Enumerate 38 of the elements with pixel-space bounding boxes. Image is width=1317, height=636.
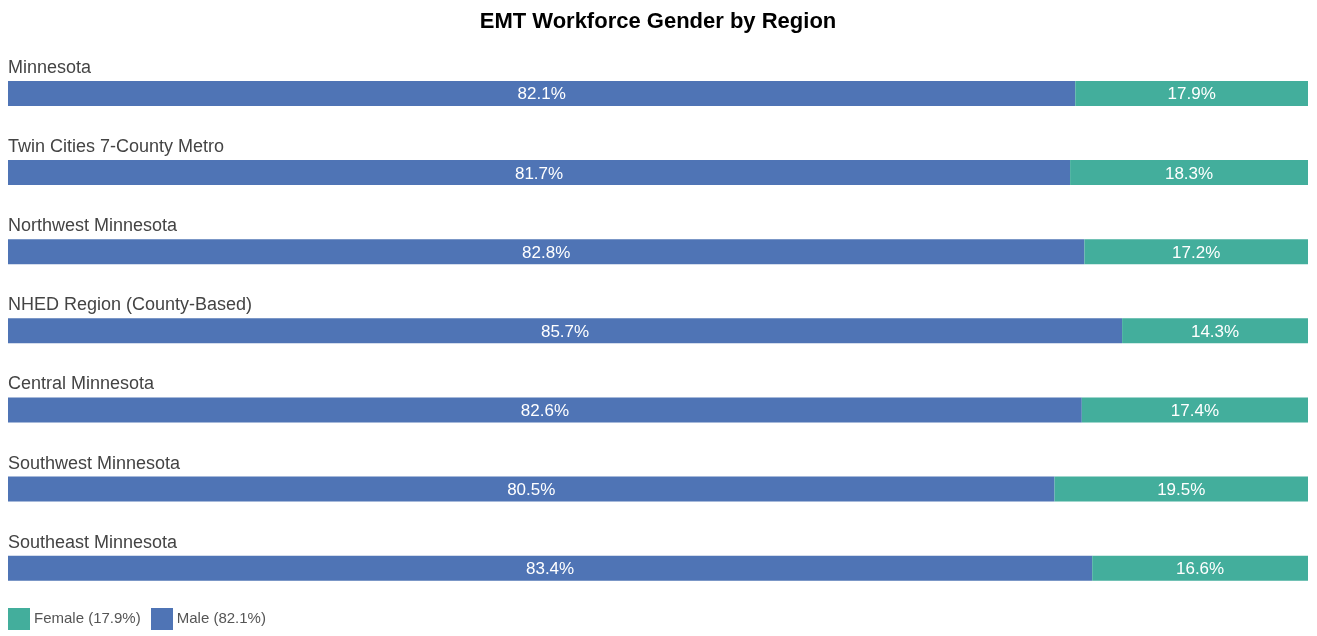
data-label: 18.3% xyxy=(1164,163,1214,183)
data-label: 19.5% xyxy=(1157,480,1206,500)
y-tick-label: Northwest Minnesota xyxy=(8,215,179,236)
data-label: 17.4% xyxy=(1170,401,1219,421)
bar xyxy=(8,476,1055,502)
bar xyxy=(8,555,1093,581)
data-label: 16.6% xyxy=(1176,559,1225,579)
chart-title: EMT Workforce Gender by Region xyxy=(478,8,838,34)
data-label: 17.9% xyxy=(1167,84,1216,104)
bar xyxy=(8,80,1076,106)
data-label: 17.2% xyxy=(1172,242,1221,262)
bar xyxy=(1070,160,1308,186)
bar xyxy=(8,239,1085,265)
data-label: 14.3% xyxy=(1190,321,1240,341)
bar xyxy=(1092,555,1308,581)
y-tick-label: Southwest Minnesota xyxy=(8,452,182,473)
data-label: 82.8% xyxy=(522,242,571,262)
y-tick-label: Minnesota xyxy=(8,56,93,77)
bar xyxy=(1084,239,1308,265)
data-label: 81.7% xyxy=(514,163,564,183)
y-tick-label: NHED Region (County-Based) xyxy=(8,294,253,315)
y-tick-label: Central Minnesota xyxy=(8,373,156,394)
data-label: 85.7% xyxy=(540,321,590,341)
bar xyxy=(1122,318,1308,344)
legend-label: Female (17.9%) xyxy=(34,609,141,627)
bar xyxy=(8,160,1071,186)
bar xyxy=(1054,476,1308,502)
y-tick-label: Southeast Minnesota xyxy=(8,531,179,552)
data-label: 80.5% xyxy=(507,480,556,500)
legend-label: Male (82.1%) xyxy=(176,609,266,627)
data-label: 83.4% xyxy=(526,559,575,579)
data-label: 82.1% xyxy=(517,84,566,104)
bar xyxy=(8,397,1082,423)
data-label: 82.6% xyxy=(520,401,569,421)
bar xyxy=(1075,80,1308,106)
y-tick-label: Twin Cities 7-County Metro xyxy=(8,136,225,157)
bar xyxy=(8,318,1123,344)
bar xyxy=(1081,397,1308,423)
